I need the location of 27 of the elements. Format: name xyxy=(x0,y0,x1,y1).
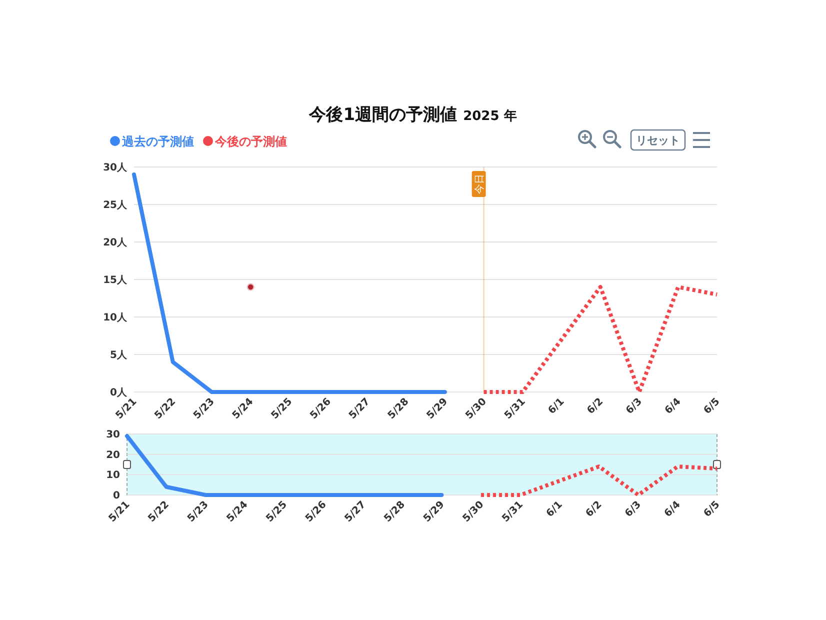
x-tick-label: 6/5 xyxy=(702,499,722,520)
y-tick-label: 10人 xyxy=(103,312,128,324)
y-tick-label: 0人 xyxy=(110,386,128,398)
y-tick-label: 25人 xyxy=(103,199,128,211)
x-tick-label: 6/1 xyxy=(546,396,567,417)
y-tick-label: 30 xyxy=(106,430,120,440)
x-tick-label: 6/2 xyxy=(584,499,604,520)
ref-line-label: 今日 xyxy=(473,174,486,194)
line-series xyxy=(482,285,719,394)
y-tick-label: 20 xyxy=(106,450,120,461)
y-tick-label: 15人 xyxy=(103,274,128,286)
y-tick-label: 30人 xyxy=(103,162,128,174)
y-tick-label: 0 xyxy=(113,490,120,502)
x-tick-label: 6/5 xyxy=(702,396,722,417)
y-tick-label: 20人 xyxy=(103,236,128,248)
y-tick-label: 5人 xyxy=(110,349,128,361)
y-tick-label: 10 xyxy=(106,470,120,482)
x-tick-label: 6/4 xyxy=(663,396,684,417)
chart-title: 今後1週間の予測値 xyxy=(308,105,458,125)
x-tick-label: 6/3 xyxy=(624,396,644,417)
chart-subtitle: 2025 年 xyxy=(463,109,517,124)
x-tick-label: 6/2 xyxy=(585,396,606,417)
x-tick-label: 6/4 xyxy=(662,499,683,520)
legend-label: 今後の予測値 xyxy=(214,134,287,148)
x-tick-label: 6/3 xyxy=(623,499,644,520)
x-tick-label: 6/1 xyxy=(544,499,565,520)
legend-label: 過去の予測値 xyxy=(121,134,194,148)
